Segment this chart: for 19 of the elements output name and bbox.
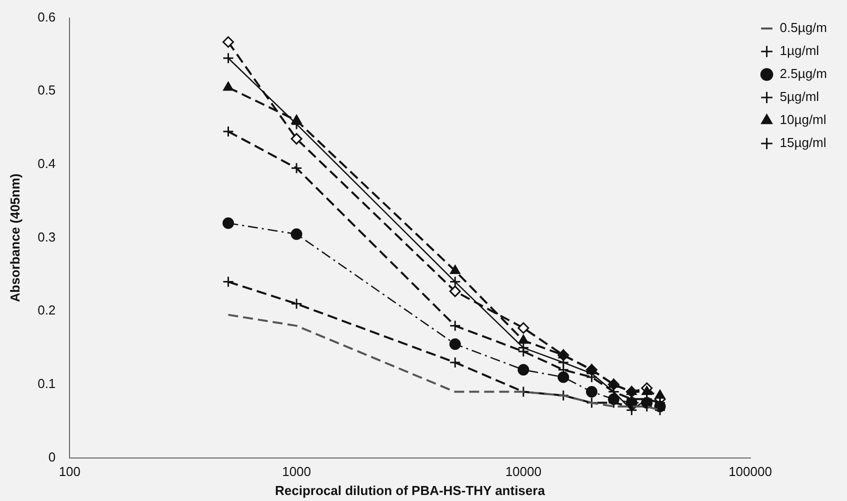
y-tick-label: 0.4 (38, 156, 56, 172)
legend-label: 5µg/ml (780, 89, 820, 104)
x-tick-label: 100 (58, 464, 81, 480)
legend-label: 1µg/ml (780, 43, 820, 58)
y-tick-label: 0.5 (38, 82, 56, 98)
legend-label: 0.5µg/m (780, 20, 827, 36)
y-axis-title: Absorbance (405nm) (7, 174, 22, 302)
x-axis-title: Reciprocal dilution of PBA-HS-THY antisera (275, 482, 546, 498)
y-tick-label: 0.3 (38, 229, 56, 244)
y-tick-label: 0.2 (38, 302, 56, 318)
y-tick-label: 0.1 (38, 376, 56, 392)
y-tick-label: 0 (48, 449, 56, 464)
x-tick-label: 10000 (505, 464, 542, 480)
x-tick-label: 100000 (728, 464, 772, 480)
x-tick-label: 1000 (282, 464, 311, 480)
legend-label: 10µg/ml (780, 112, 826, 128)
legend-label: 15µg/ml (780, 135, 826, 150)
legend-label: 2.5µg/m (780, 66, 827, 82)
y-tick-label: 0.6 (38, 9, 56, 24)
